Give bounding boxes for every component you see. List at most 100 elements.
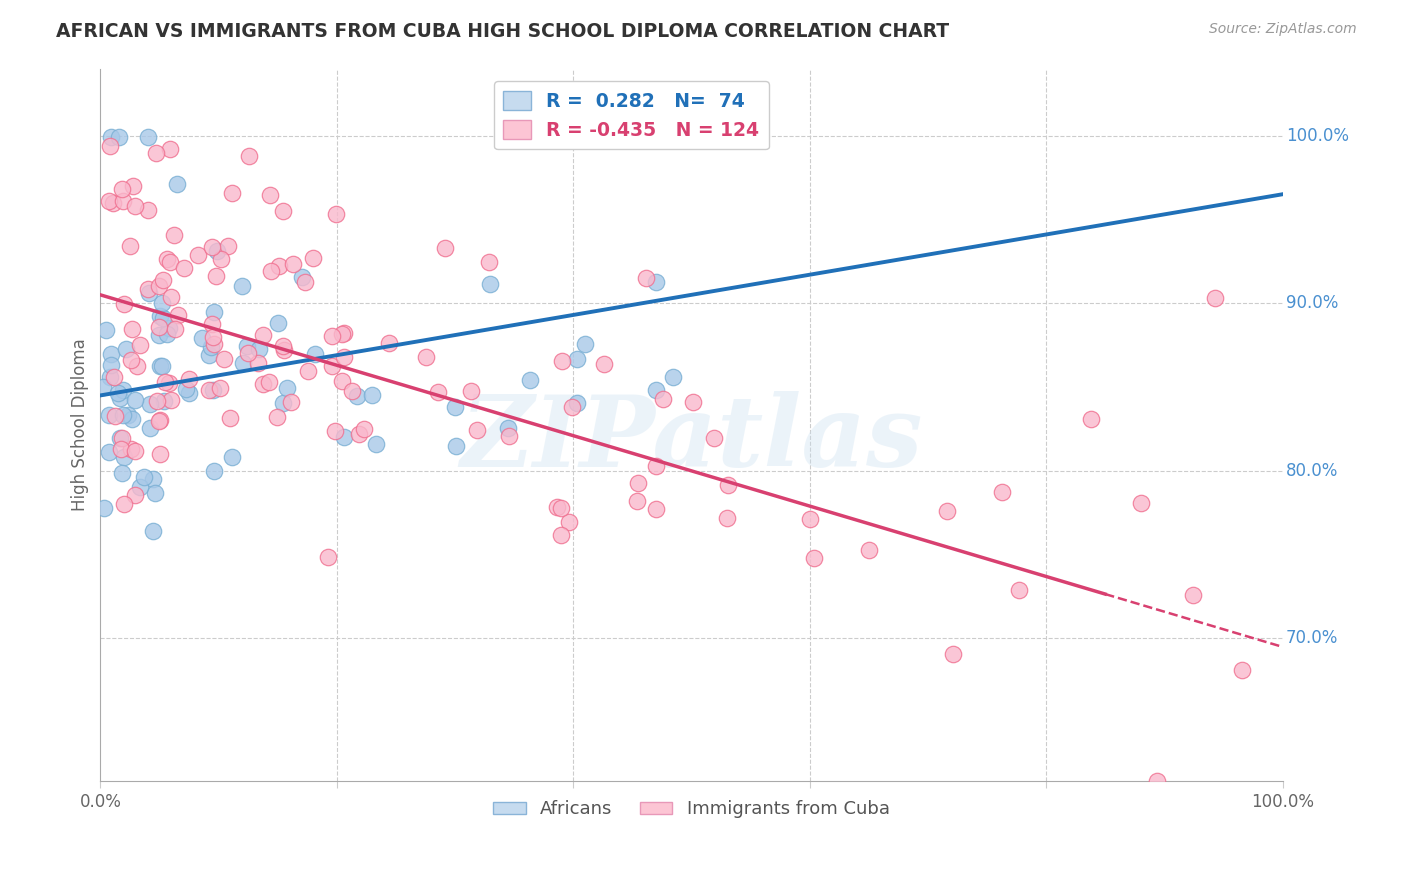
Point [333,350,356,364]
Point [128,480,150,494]
Point [160,392,183,407]
Point [149,447,172,461]
Point [132,470,155,484]
Point [246,356,269,370]
Point [112,297,135,311]
Point [120,352,142,367]
Point [236,345,259,359]
Point [156,252,179,267]
Point [149,309,172,323]
Point [128,338,150,352]
Point [1204,291,1226,305]
Point [205,268,228,283]
Point [139,396,162,410]
Point [156,327,179,342]
Text: 80.0%: 80.0% [1286,462,1339,480]
Point [593,357,616,371]
Point [799,512,821,526]
Text: ZIPatlas: ZIPatlas [460,391,922,487]
Point [460,384,482,398]
Point [121,178,143,193]
Point [124,199,146,213]
Point [148,414,170,428]
Point [273,343,295,358]
Point [208,381,231,395]
Point [111,466,134,480]
Point [550,500,572,515]
Point [271,338,294,352]
Point [252,376,274,391]
Point [152,311,174,326]
Point [333,430,356,444]
Point [157,376,180,390]
Point [259,188,281,202]
Point [153,376,176,390]
Point [304,347,326,361]
Point [124,487,146,501]
Point [114,342,136,356]
Point [187,248,209,262]
Point [98,138,121,153]
Point [112,450,135,464]
Point [100,130,122,145]
Point [323,424,346,438]
Point [291,270,314,285]
Point [146,394,169,409]
Point [96,323,118,337]
Point [478,254,501,268]
Point [858,542,880,557]
Point [104,409,127,424]
Point [200,340,222,354]
Point [465,423,488,437]
Point [150,359,173,374]
Point [269,260,291,274]
Text: 90.0%: 90.0% [1286,294,1339,312]
Point [682,395,704,409]
Point [166,177,188,191]
Point [626,493,648,508]
Point [127,359,149,373]
Point [202,305,225,319]
Point [283,257,305,271]
Point [209,252,232,266]
Point [159,142,181,156]
Point [266,316,288,330]
Point [574,337,596,351]
Point [136,282,159,296]
Point [148,327,170,342]
Point [121,322,143,336]
Point [145,146,167,161]
Point [200,240,222,254]
Point [111,182,134,196]
Point [1008,582,1031,597]
Point [427,384,450,399]
Point [479,277,502,292]
Point [97,409,120,423]
Point [444,400,467,414]
Point [330,327,353,342]
Point [257,375,280,389]
Point [173,261,195,276]
Point [321,329,343,343]
Point [297,364,319,378]
Point [202,330,225,344]
Point [118,238,141,252]
Point [97,194,120,209]
Point [302,252,325,266]
Point [361,388,384,402]
Point [803,551,825,566]
Point [280,395,302,409]
Point [97,445,120,459]
Point [321,359,343,374]
Point [645,502,668,516]
Point [174,382,197,396]
Point [444,439,467,453]
Point [138,285,160,300]
Point [221,450,243,464]
Point [238,149,260,163]
Point [1182,588,1205,602]
Point [498,421,520,435]
Point [108,130,131,145]
Point [149,412,172,426]
Point [124,443,146,458]
